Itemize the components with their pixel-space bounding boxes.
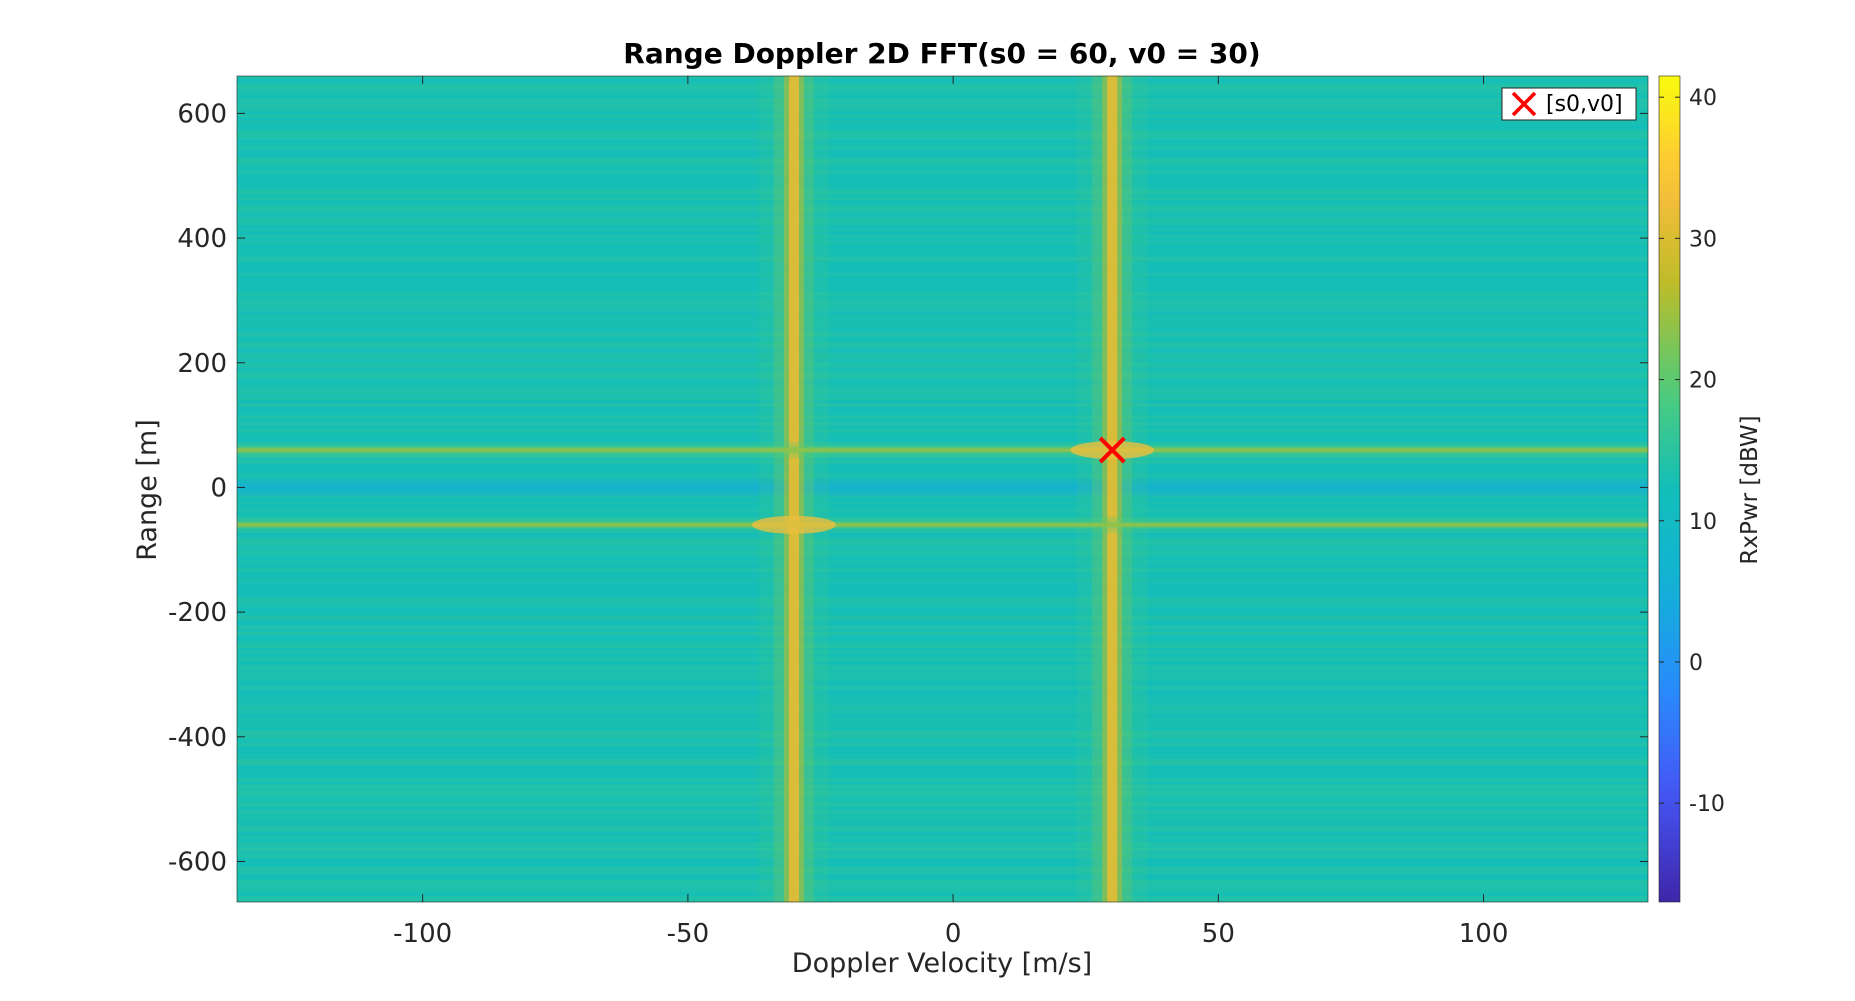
y-tick-label: -600 (168, 847, 227, 877)
colorbar-tick-label: 10 (1689, 510, 1717, 535)
colorbar-tick-label: 20 (1689, 369, 1717, 394)
y-tick-label: 0 (210, 473, 227, 503)
y-tick-label: -400 (168, 723, 227, 753)
plot-area (236, 75, 1649, 903)
y-axis: -600 -400 -200 0 200 400 600 (168, 99, 1648, 877)
y-axis-label: Range [m] (132, 419, 163, 561)
x-axis-label: Doppler Velocity [m/s] (792, 948, 1092, 979)
x-tick-label: 50 (1202, 919, 1235, 949)
target-marker (1098, 436, 1126, 464)
x-tick-label: 0 (945, 919, 962, 949)
heatmap (237, 76, 1648, 902)
markers (1098, 436, 1126, 464)
chart-title: Range Doppler 2D FFT(s0 = 60, v0 = 30) (623, 37, 1260, 70)
colorbar-ticks: -10 0 10 20 30 40 (1659, 86, 1725, 817)
colorbar: -10 0 10 20 30 40 RxPwr [dBW] (1658, 75, 1763, 903)
y-tick-label: 200 (177, 349, 227, 379)
colorbar-tick-label: 0 (1689, 651, 1703, 676)
y-tick-label: 400 (177, 224, 227, 254)
plot-frame (236, 75, 1649, 903)
legend: [s0,v0] (1501, 87, 1637, 121)
colorbar-tick-label: 40 (1689, 86, 1717, 111)
x-tick-label: 100 (1459, 919, 1509, 949)
legend-entry: [s0,v0] (1546, 92, 1623, 117)
x-axis: -100 -50 0 50 100 (393, 76, 1508, 949)
colorbar-label: RxPwr [dBW] (1737, 415, 1763, 564)
colorbar-tick-label: 30 (1689, 227, 1717, 252)
x-tick-label: -100 (393, 919, 452, 949)
x-tick-label: -50 (667, 919, 709, 949)
y-tick-label: 600 (177, 99, 227, 129)
legend-marker-icon (1511, 91, 1537, 117)
colorbar-tick-label: -10 (1689, 792, 1725, 817)
y-tick-label: -200 (168, 598, 227, 628)
colorbar-scale (1658, 75, 1681, 903)
